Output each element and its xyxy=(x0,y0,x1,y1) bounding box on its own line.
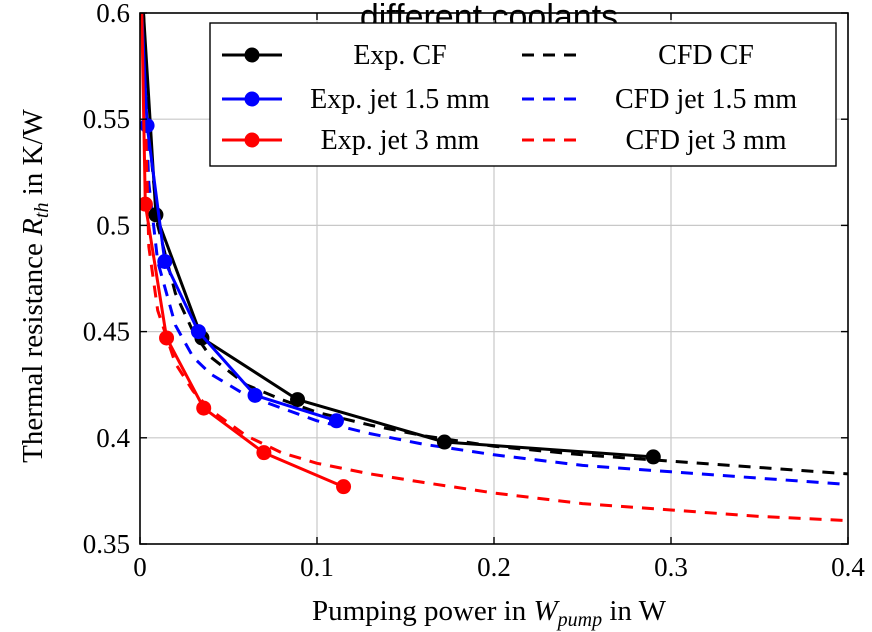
ticks: 0 0.1 0.2 0.3 0.4 0.35 0.4 0.45 0.5 0.55 0.6 xyxy=(83,0,866,582)
series-cfd-jet-1-5-mm xyxy=(140,13,848,486)
legend-swatch-marker xyxy=(244,91,260,107)
data-point xyxy=(159,330,175,346)
x-tick-label: 0.3 xyxy=(654,552,688,582)
legend-label: Exp. jet 3 mm xyxy=(321,125,480,156)
data-point xyxy=(436,434,452,450)
legend-label: Exp. CF xyxy=(353,40,446,71)
legend-swatch-marker xyxy=(244,132,260,148)
data-point xyxy=(190,324,206,340)
y-tick-label: 0.35 xyxy=(83,529,130,559)
y-tick-label: 0.5 xyxy=(96,210,130,240)
legend-swatch-marker xyxy=(244,47,260,63)
x-tick-label: 0.4 xyxy=(831,552,865,582)
data-point xyxy=(196,400,212,416)
data-point xyxy=(140,196,153,212)
series-layer xyxy=(140,13,848,523)
data-point xyxy=(336,479,352,495)
data-point xyxy=(290,392,306,408)
series-line xyxy=(140,13,848,486)
x-tick-label: 0 xyxy=(133,552,147,582)
x-axis-label: Pumping power in Wpump in W xyxy=(312,595,667,631)
data-point xyxy=(645,449,661,465)
y-tick-label: 0.55 xyxy=(83,104,130,134)
data-point xyxy=(328,413,344,429)
data-point xyxy=(256,445,272,461)
x-tick-label: 0.1 xyxy=(300,552,334,582)
series-exp-jet-3-mm xyxy=(140,13,352,495)
data-point xyxy=(247,387,263,403)
y-tick-label: 0.6 xyxy=(96,0,130,28)
series-line xyxy=(140,13,337,423)
legend-label: CFD jet 1.5 mm xyxy=(615,84,797,115)
data-point xyxy=(157,254,173,270)
legend: Exp. CF Exp. jet 1.5 mm Exp. jet 3 mm CFD C… xyxy=(209,22,837,167)
legend-label: Exp. jet 1.5 mm xyxy=(310,84,490,115)
y-tick-label: 0.45 xyxy=(83,317,130,347)
legend-label: CFD jet 3 mm xyxy=(625,125,786,156)
x-tick-label: 0.2 xyxy=(477,552,511,582)
y-axis-label: Thermal resistance Rth in K/W xyxy=(17,108,53,462)
data-point xyxy=(148,207,164,223)
y-tick-label: 0.4 xyxy=(96,423,130,453)
series-line xyxy=(140,13,345,489)
legend-box xyxy=(209,22,837,167)
legend-label: CFD CF xyxy=(658,40,754,71)
data-point xyxy=(140,118,155,134)
